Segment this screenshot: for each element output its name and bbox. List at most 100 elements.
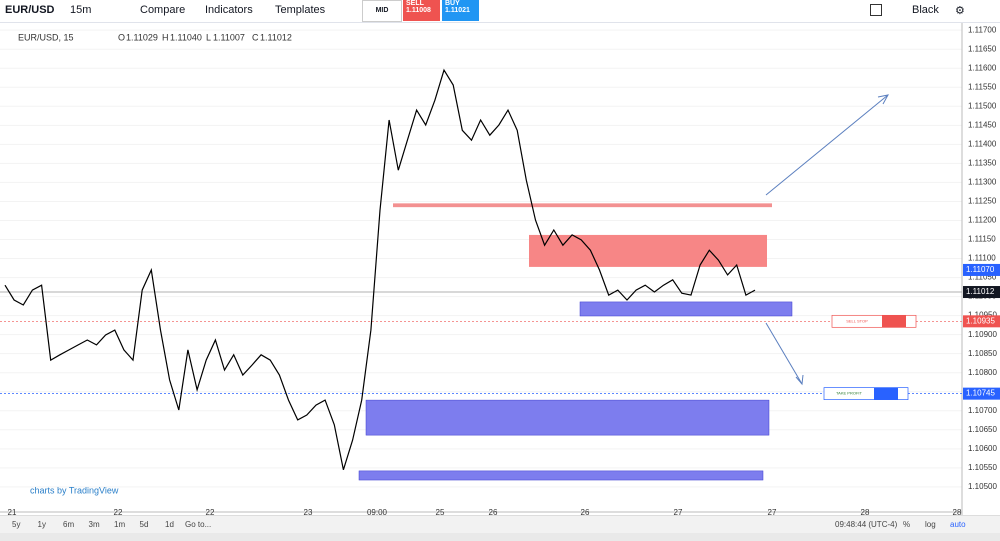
auto[interactable]: auto: [950, 520, 966, 529]
y-tick-label: 1.10500: [968, 482, 997, 491]
templates[interactable]: Templates: [275, 4, 326, 16]
price-line-series: [4, 68, 756, 470]
percent[interactable]: %: [903, 520, 911, 529]
x-tick-label: 28: [953, 508, 962, 515]
legend-l: L: [206, 32, 211, 42]
order-qty: [882, 315, 906, 328]
y-tick-label: 1.11450: [968, 120, 997, 129]
x-tick-label: 25: [436, 508, 445, 515]
symbol[interactable]: EUR/USD: [5, 4, 55, 16]
y-tick-label: 1.11550: [968, 82, 997, 91]
arrow-up: [765, 94, 889, 196]
chart: EUR/USD, 15 O 1.11029 H 1.11040 L 1.1100…: [0, 23, 1000, 515]
y-tick-label: 1.11050: [968, 273, 997, 282]
range-button[interactable]: 1m: [114, 520, 126, 529]
x-tick-label: 27: [674, 508, 683, 515]
order-label: TAKE PROFIT: [836, 391, 862, 396]
legend-o: O: [118, 32, 125, 42]
x-tick-label: 28: [861, 508, 870, 515]
sell-price: 1.11008: [406, 7, 431, 14]
y-tick-label: 1.11300: [968, 178, 997, 187]
log[interactable]: log: [925, 520, 936, 529]
arrow-up-head: [877, 94, 889, 105]
y-tick-label: 1.11400: [968, 139, 997, 148]
range-button[interactable]: 5d: [139, 520, 149, 529]
goto[interactable]: Go to...: [185, 520, 212, 529]
watermark: charts by TradingView: [30, 485, 119, 495]
y-tick-label: 1.11100: [968, 254, 996, 263]
legend-open: 1.11029: [126, 32, 158, 42]
y-tick-label: 1.11350: [968, 158, 997, 167]
zone: [393, 203, 772, 208]
legend-h: H: [162, 32, 169, 42]
order-qty: [874, 387, 898, 400]
price-tag: [963, 263, 1000, 276]
zone: [529, 234, 767, 267]
footer: [0, 533, 1000, 541]
price-tag-label: 1.11012: [966, 287, 995, 296]
y-tick-label: 1.10900: [968, 330, 997, 339]
toolbar: EUR/USD 15m Compare Indicators Templates…: [0, 0, 1000, 23]
buy-price: 1.11021: [445, 7, 470, 14]
y-tick-label: 1.11200: [968, 216, 997, 225]
x-tick-label: 22: [114, 508, 123, 515]
y-tick-label: 1.11150: [968, 235, 996, 244]
y-tick-label: 1.11600: [968, 63, 997, 72]
order-widget[interactable]: TAKE PROFIT: [823, 387, 909, 400]
sell-button[interactable]: SELL 1.11008: [403, 0, 440, 21]
x-tick-label: 26: [581, 508, 590, 515]
indicators[interactable]: Indicators: [205, 4, 253, 16]
y-tick-label: 1.10950: [968, 311, 997, 320]
x-tick-label: 27: [768, 508, 777, 515]
compare[interactable]: Compare: [140, 4, 186, 16]
y-tick-label: 1.10800: [968, 368, 997, 377]
arrow-down: [765, 322, 803, 385]
zone: [579, 301, 793, 317]
price-tag-label: 1.10935: [966, 316, 995, 325]
y-tick-label: 1.11700: [968, 25, 997, 34]
range-button[interactable]: 1y: [37, 520, 46, 529]
y-tick-label: 1.11250: [968, 197, 997, 206]
range-button[interactable]: 3m: [88, 520, 100, 529]
y-tick-label: 1.10600: [968, 444, 997, 453]
order-label: SELL STOP: [846, 318, 868, 323]
price-tag-label: 1.11070: [966, 265, 995, 274]
x-tick-label: 21: [8, 508, 17, 515]
theme[interactable]: Black: [912, 4, 939, 16]
y-tick-label: 1.10550: [968, 463, 997, 472]
legend-high: 1.11040: [170, 32, 202, 42]
legend-c: C: [252, 32, 259, 42]
y-tick-label: 1.11650: [968, 44, 997, 53]
range-button[interactable]: 1d: [165, 520, 174, 529]
price-tag: [963, 286, 1000, 299]
price-tag-label: 1.10745: [966, 389, 995, 398]
bottom-bar: 09:48:44 (UTC-4) % log auto Go to... 5y 1…: [0, 515, 1000, 534]
y-tick-label: 1.10700: [968, 406, 997, 415]
settings[interactable]: ⚙: [955, 5, 965, 17]
x-tick-label: 09:00: [367, 508, 388, 515]
y-tick-label: 1.10850: [968, 349, 997, 358]
price-tag: [963, 315, 1000, 328]
range-button[interactable]: 6m: [63, 520, 75, 529]
zone: [358, 470, 764, 481]
order-widget[interactable]: SELL STOP: [831, 314, 917, 328]
price-tag: [963, 387, 1000, 400]
range-button[interactable]: 5y: [12, 520, 21, 529]
legend-symbol: EUR/USD, 15: [18, 32, 74, 42]
legend: EUR/USD, 15 O 1.11029 H 1.11040 L 1.1100…: [18, 32, 292, 42]
sell-label: SELL: [406, 0, 424, 7]
arrow-down-head: [795, 374, 804, 386]
x-tick-label: 26: [489, 508, 498, 515]
legend-close: 1.11012: [260, 32, 292, 42]
y-tick-label: 1.11500: [968, 101, 997, 110]
clock: 09:48:44 (UTC-4): [835, 520, 898, 529]
interval[interactable]: 15m: [70, 4, 92, 16]
mid[interactable]: MID: [362, 0, 402, 22]
legend-low: 1.11007: [213, 32, 245, 42]
checkbox[interactable]: [870, 4, 882, 16]
buy-button[interactable]: BUY 1.11021: [442, 0, 479, 21]
x-tick-label: 22: [206, 508, 215, 515]
zone: [365, 399, 770, 436]
y-tick-label: 1.10650: [968, 425, 997, 434]
